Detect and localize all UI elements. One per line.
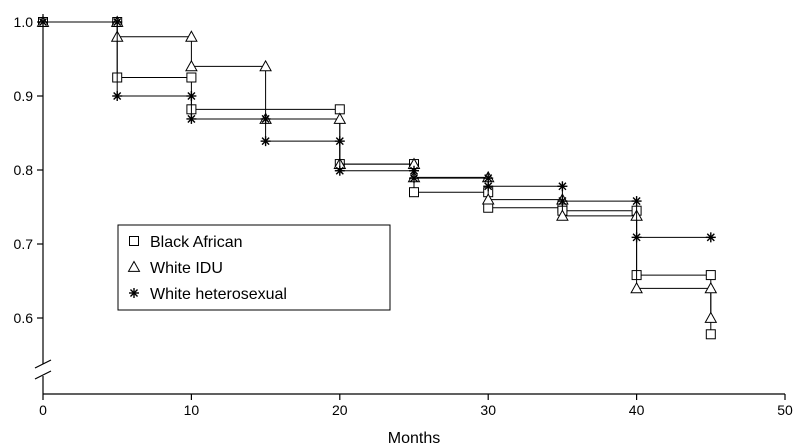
- legend-label: White heterosexual: [150, 286, 287, 303]
- data-point-marker: [334, 136, 345, 147]
- data-point-marker: [705, 232, 716, 243]
- data-point-marker: [705, 270, 716, 281]
- data-point-marker: [483, 181, 494, 192]
- data-point-marker: [186, 72, 197, 83]
- x-tick-label: 40: [629, 402, 645, 418]
- series-line: [43, 21, 711, 238]
- y-axis-break-mark: [34, 359, 52, 369]
- y-axis-break-mark: [34, 370, 52, 380]
- y-tick-label: 1.0: [14, 14, 34, 30]
- data-point-marker: [409, 187, 419, 198]
- y-tick-label: 0.8: [14, 162, 34, 178]
- data-point-marker: [557, 196, 568, 207]
- legend-marker: [127, 260, 141, 272]
- data-point-marker: [186, 91, 197, 101]
- data-point-marker: [185, 30, 198, 42]
- data-point-marker: [333, 112, 347, 124]
- data-point-marker: [112, 91, 123, 101]
- series-layer: [36, 15, 718, 340]
- legend: Black African White IDU White heterosexual: [117, 224, 391, 311]
- data-point-marker: [483, 173, 494, 184]
- legend-label: Black African: [150, 234, 242, 251]
- data-point-marker: [260, 136, 271, 147]
- data-point-marker: [705, 329, 716, 340]
- legend-item: White IDU: [127, 260, 223, 277]
- x-tick-label: 20: [332, 402, 348, 418]
- legend-marker: [129, 236, 139, 246]
- x-tick-label: 50: [777, 402, 793, 418]
- legend-item: Black African: [129, 234, 242, 251]
- y-tick-label: 0.9: [14, 88, 34, 104]
- data-point-marker: [631, 196, 642, 207]
- data-point-marker: [334, 165, 345, 176]
- x-tick-label: 0: [39, 402, 47, 418]
- data-point-marker: [556, 209, 569, 221]
- x-tick-label: 10: [184, 402, 200, 418]
- data-point-marker: [112, 17, 123, 27]
- y-tick-label: 0.7: [14, 236, 34, 252]
- data-point-marker: [631, 232, 642, 243]
- axes: 0.6 0.7 0.8 0.9 1.0 0 10 20 30 40 50: [14, 14, 793, 418]
- series-white-heterosexual: [38, 17, 716, 243]
- legend-item: White heterosexual: [129, 286, 287, 303]
- data-point-marker: [704, 281, 718, 294]
- data-point-marker: [557, 181, 568, 192]
- data-point-marker: [38, 17, 48, 27]
- legend-marker: [129, 288, 139, 298]
- data-point-marker: [260, 113, 271, 124]
- data-point-marker: [259, 59, 272, 72]
- x-tick-label: 30: [480, 402, 496, 418]
- data-point-marker: [483, 202, 494, 213]
- data-point-marker: [704, 311, 718, 323]
- data-point-marker: [481, 193, 495, 205]
- y-tick-label: 0.6: [14, 310, 34, 326]
- data-point-marker: [185, 59, 198, 72]
- data-point-marker: [409, 173, 419, 184]
- data-point-marker: [630, 281, 643, 294]
- x-axis-label: Months: [388, 430, 440, 447]
- data-point-marker: [186, 113, 197, 124]
- legend-box: [117, 224, 391, 311]
- legend-label: White IDU: [150, 260, 223, 277]
